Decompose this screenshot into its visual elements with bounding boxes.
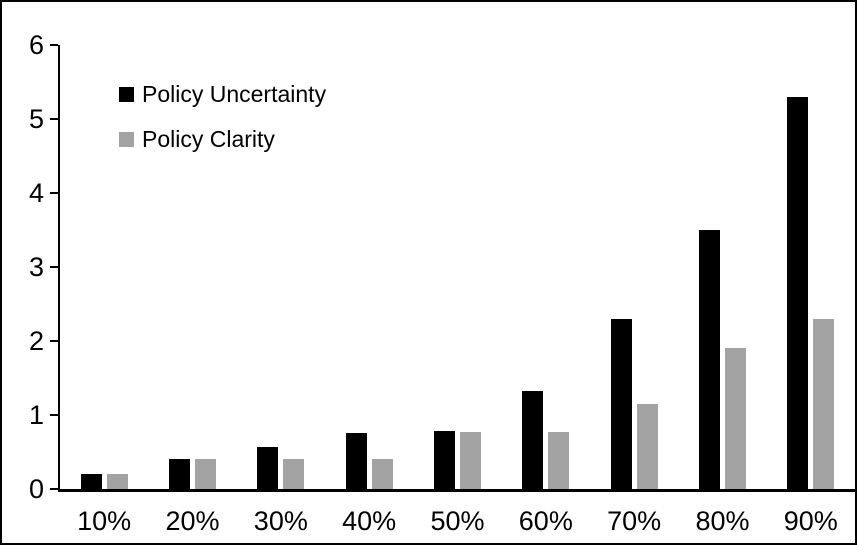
x-axis-label-30-: 30% [253, 506, 308, 536]
bar-policy-clarity-20- [194, 459, 216, 489]
bar-group-50- [413, 45, 501, 489]
bar-group-90- [767, 45, 855, 489]
plot-area [58, 45, 855, 492]
y-axis-tick-label: 0 [28, 474, 44, 504]
y-axis-tick [50, 488, 58, 490]
bar-policy-clarity-50- [459, 432, 481, 489]
bar-policy-uncertainty-30- [257, 447, 279, 489]
legend-label-policy-uncertainty: Policy Uncertainty [142, 80, 327, 107]
y-axis-tick [50, 414, 58, 416]
x-axis-label-40-: 40% [342, 506, 397, 536]
bar-group-40- [325, 45, 413, 489]
legend-item-policy-clarity: Policy Clarity [119, 126, 326, 152]
y-axis-tick-label: 5 [28, 104, 44, 134]
legend-swatch-policy-clarity [119, 131, 134, 147]
bar-groups [60, 45, 855, 489]
legend: Policy Uncertainty Policy Clarity [119, 81, 326, 152]
y-axis-tick-label: 3 [28, 252, 44, 282]
bar-policy-clarity-90- [813, 319, 835, 489]
bar-policy-uncertainty-50- [433, 431, 455, 489]
bar-policy-clarity-30- [283, 459, 305, 489]
bar-policy-clarity-80- [724, 348, 746, 489]
y-axis-tick-label: 2 [28, 326, 44, 356]
y-axis-tick-label: 1 [28, 400, 44, 430]
bar-group-60- [502, 45, 590, 489]
bar-group-80- [678, 45, 766, 489]
x-axis-label-50-: 50% [430, 506, 485, 536]
legend-label-policy-clarity: Policy Clarity [142, 125, 275, 152]
x-axis-label-60-: 60% [518, 506, 573, 536]
y-axis-tick [50, 340, 58, 342]
bar-group-30- [237, 45, 325, 489]
x-axis-label-20-: 20% [165, 506, 220, 536]
y-axis-tick [50, 266, 58, 268]
bar-policy-uncertainty-70- [610, 319, 632, 489]
y-axis-tick-label: 6 [28, 30, 44, 60]
bar-group-20- [148, 45, 236, 489]
legend-swatch-policy-uncertainty [119, 86, 134, 102]
bar-policy-uncertainty-10- [80, 474, 102, 489]
bar-group-10- [60, 45, 148, 489]
x-axis-label-70-: 70% [607, 506, 662, 536]
legend-item-policy-uncertainty: Policy Uncertainty [119, 81, 326, 107]
x-axis-label-80-: 80% [695, 506, 750, 536]
bar-policy-clarity-70- [636, 404, 658, 489]
bar-policy-clarity-60- [548, 432, 570, 489]
y-axis-tick [50, 192, 58, 194]
y-axis-tick [50, 44, 58, 46]
bar-policy-uncertainty-90- [787, 97, 809, 489]
bar-group-70- [590, 45, 678, 489]
bar-policy-uncertainty-40- [345, 433, 367, 489]
bar-policy-clarity-40- [371, 459, 393, 489]
y-axis-tick [50, 118, 58, 120]
bar-policy-uncertainty-60- [522, 391, 544, 489]
bar-policy-uncertainty-20- [168, 459, 190, 489]
bar-policy-clarity-10- [106, 474, 128, 489]
x-axis-labels: 10% 20% 30% 40% 50% 60% 70% 80% 90% [60, 506, 855, 536]
bar-policy-uncertainty-80- [698, 230, 720, 489]
x-axis-label-90-: 90% [783, 506, 838, 536]
x-axis-label-10-: 10% [77, 506, 132, 536]
y-axis-tick-label: 4 [28, 178, 44, 208]
